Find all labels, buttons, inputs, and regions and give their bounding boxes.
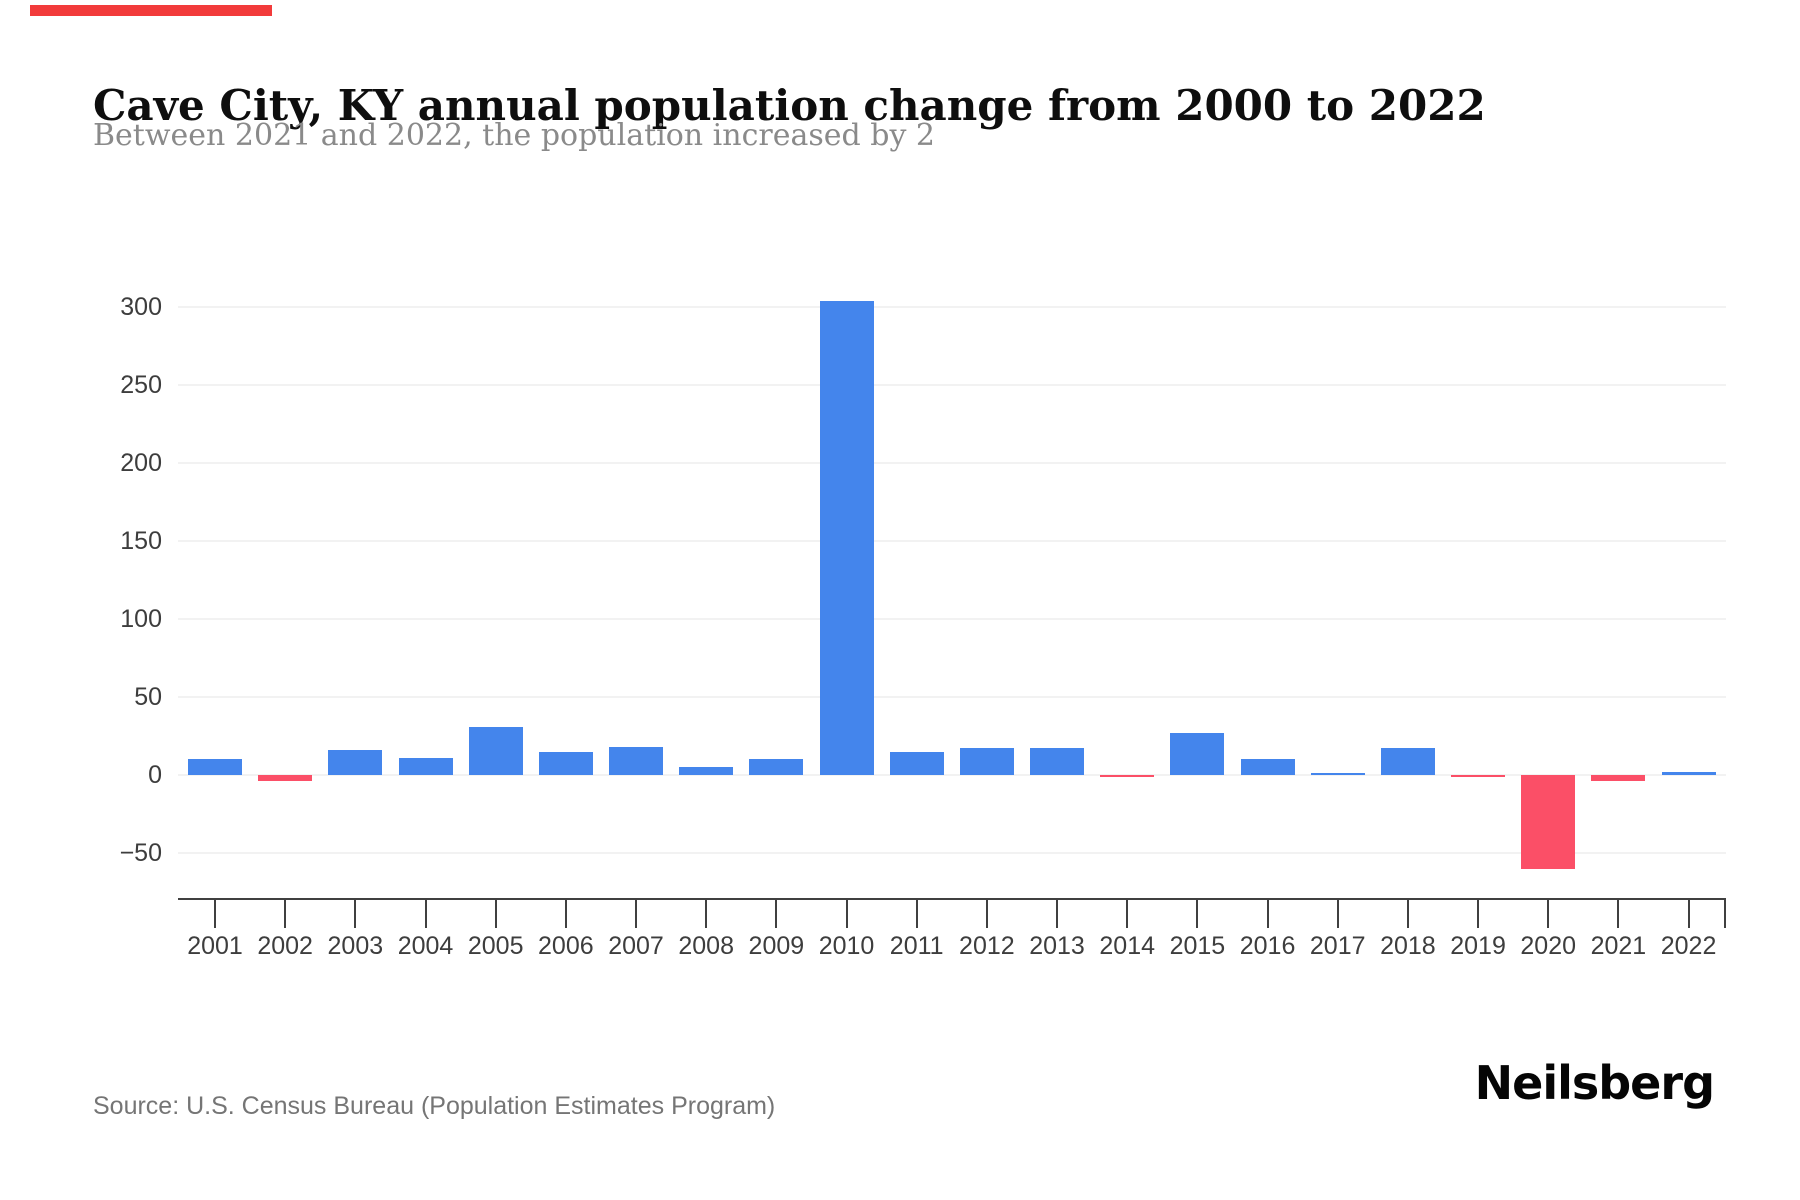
page-title: Cave City, KY annual population change f… <box>93 81 1486 131</box>
bar-2010[interactable] <box>819 300 874 775</box>
x-tick-label-2008: 2008 <box>678 932 734 960</box>
bar-2015[interactable] <box>1170 732 1225 775</box>
x-axis-tick-2002 <box>284 898 287 928</box>
x-axis-tick-2009 <box>775 898 778 928</box>
x-axis-tick-2022 <box>1687 898 1690 928</box>
x-axis-tick-2006 <box>564 898 567 928</box>
y-tick-label-250: 250 <box>120 371 162 399</box>
x-axis-tick-2018 <box>1406 898 1409 928</box>
top-accent-bar <box>30 5 272 16</box>
bar-2009[interactable] <box>749 759 804 775</box>
x-tick-label-2009: 2009 <box>748 932 805 960</box>
bar-2014[interactable] <box>1100 775 1155 777</box>
x-axis-tick-end <box>1724 898 1726 928</box>
bar-2002[interactable] <box>258 775 313 782</box>
x-tick-label-2007: 2007 <box>608 932 664 960</box>
x-tick-label-2022: 2022 <box>1660 932 1717 960</box>
y-tick-label-150: 150 <box>120 527 162 555</box>
gridline-300 <box>178 306 1726 308</box>
gridline-150 <box>178 540 1726 542</box>
gridline-100 <box>178 618 1726 620</box>
y-tick-label-100: 100 <box>120 605 162 633</box>
bar-2022[interactable] <box>1661 771 1716 775</box>
bar-2019[interactable] <box>1451 775 1506 777</box>
x-tick-label-2016: 2016 <box>1239 932 1296 960</box>
bar-2003[interactable] <box>328 750 383 775</box>
bar-2012[interactable] <box>959 748 1014 775</box>
x-tick-label-2021: 2021 <box>1590 932 1647 960</box>
x-axis-tick-2012 <box>985 898 988 928</box>
y-tick-label-0: 0 <box>148 761 162 789</box>
x-axis-tick-2003 <box>354 898 357 928</box>
x-tick-label-2014: 2014 <box>1099 932 1156 960</box>
y-tick-label-200: 200 <box>120 449 162 477</box>
x-tick-label-2003: 2003 <box>327 932 384 960</box>
y-tick-label-300: 300 <box>120 293 162 321</box>
x-tick-label-2018: 2018 <box>1380 932 1436 960</box>
gridline--50 <box>178 852 1726 854</box>
x-tick-label-2017: 2017 <box>1309 932 1366 960</box>
bar-2020[interactable] <box>1521 775 1576 869</box>
x-axis-tick-2004 <box>424 898 427 928</box>
bar-2007[interactable] <box>609 746 664 775</box>
bar-2008[interactable] <box>679 767 734 775</box>
x-tick-label-2006: 2006 <box>538 932 594 960</box>
x-axis-tick-2010 <box>845 898 848 928</box>
x-axis-tick-2013 <box>1056 898 1059 928</box>
x-axis-tick-2007 <box>635 898 638 928</box>
x-axis-tick-2014 <box>1126 898 1129 928</box>
x-axis-tick-2017 <box>1336 898 1339 928</box>
y-tick-label-50: 50 <box>134 683 162 711</box>
bar-2004[interactable] <box>398 757 453 775</box>
gridline-200 <box>178 462 1726 464</box>
x-tick-label-2002: 2002 <box>257 932 313 960</box>
x-axis-tick-2015 <box>1196 898 1199 928</box>
x-axis-line <box>178 898 1726 900</box>
bar-2005[interactable] <box>468 726 523 775</box>
bar-2001[interactable] <box>188 759 242 775</box>
bar-2017[interactable] <box>1310 773 1365 775</box>
x-tick-label-2015: 2015 <box>1169 932 1226 960</box>
x-tick-label-2004: 2004 <box>397 932 454 960</box>
brand-logo: Neilsberg <box>1474 1056 1715 1110</box>
bar-2011[interactable] <box>889 751 944 775</box>
bar-2021[interactable] <box>1591 775 1646 782</box>
x-axis-tick-2005 <box>494 898 497 928</box>
x-tick-label-2001: 2001 <box>187 932 243 960</box>
x-tick-label-2011: 2011 <box>889 932 944 960</box>
x-axis-tick-2021 <box>1617 898 1620 928</box>
x-tick-label-2020: 2020 <box>1520 932 1577 960</box>
gridline-0 <box>178 774 1726 776</box>
x-tick-label-2019: 2019 <box>1450 932 1506 960</box>
x-tick-label-2005: 2005 <box>467 932 524 960</box>
x-tick-label-2010: 2010 <box>818 932 875 960</box>
x-axis-tick-2020 <box>1547 898 1550 928</box>
bar-2016[interactable] <box>1240 759 1295 775</box>
x-axis-tick-2008 <box>705 898 708 928</box>
x-tick-label-2013: 2013 <box>1029 932 1085 960</box>
x-axis-tick-2019 <box>1477 898 1480 928</box>
gridline-50 <box>178 696 1726 698</box>
bar-2006[interactable] <box>538 751 593 775</box>
x-axis-tick-2001 <box>214 898 216 928</box>
x-tick-label-2012: 2012 <box>959 932 1015 960</box>
y-tick-label--50: −50 <box>119 839 162 867</box>
x-axis-tick-2016 <box>1266 898 1269 928</box>
x-axis-tick-2011 <box>915 898 918 928</box>
bar-2018[interactable] <box>1380 748 1435 775</box>
page-subtitle: Between 2021 and 2022, the population in… <box>93 118 936 153</box>
bar-2013[interactable] <box>1030 748 1085 775</box>
source-note: Source: U.S. Census Bureau (Population E… <box>93 1092 776 1120</box>
gridline-250 <box>178 384 1726 386</box>
